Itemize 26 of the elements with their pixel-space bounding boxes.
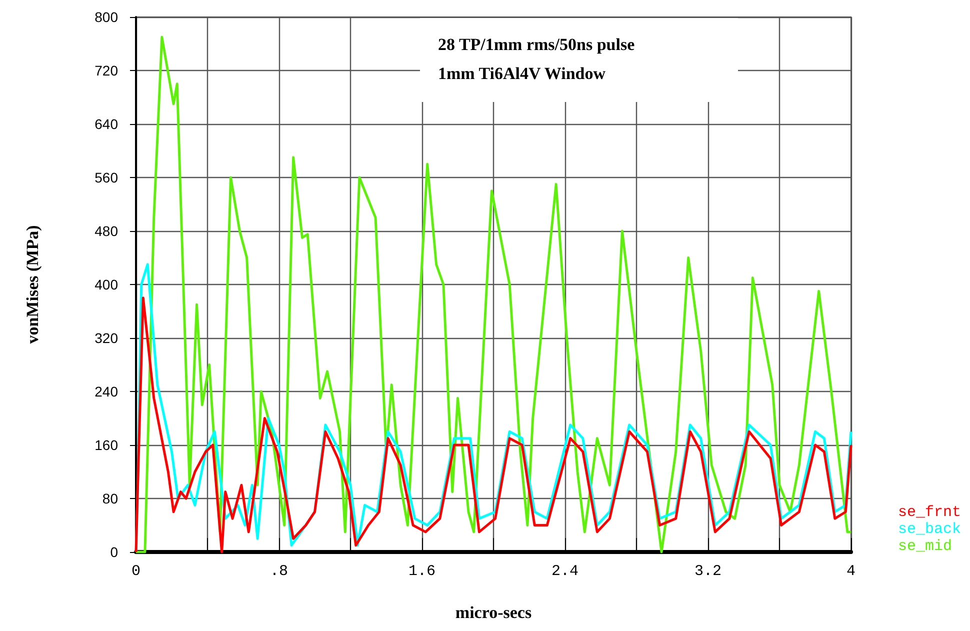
x-tick-label: 1.6 [408, 563, 436, 580]
x-tick-label: 2.4 [551, 563, 579, 580]
y-tick-label: 0 [110, 544, 118, 560]
x-axis-title: micro-secs [455, 603, 532, 622]
annotation: 28 TP/1mm rms/50ns pulse [438, 34, 636, 56]
y-tick-label: 640 [94, 116, 118, 132]
annotation: 1mm Ti6Al4V Window [438, 63, 607, 85]
text: se_mid [898, 538, 952, 555]
y-tick-label: 400 [94, 276, 118, 292]
y-tick-label: 80 [102, 490, 118, 506]
text: se_frnt [898, 504, 962, 521]
y-tick-label: 160 [94, 437, 118, 453]
x-tick-label: 0 [131, 563, 141, 580]
x-tick-label: .8 [270, 563, 288, 580]
x-tick-label: 4 [846, 563, 856, 580]
y-tick-label: 560 [94, 170, 118, 186]
y-axis-title: vonMises (MPa) [23, 225, 42, 344]
note-box: 28 TP/1mm rms/50ns pulse 1mm Ti6Al4V Window [420, 18, 738, 102]
line-series [134, 36, 852, 554]
y-tick-label: 240 [94, 384, 118, 400]
text: se_back [898, 521, 962, 538]
y-tick-label: 800 [94, 9, 118, 25]
y-tick-label: 480 [94, 223, 118, 239]
x-tick-label: 3.2 [694, 563, 722, 580]
y-tick-label: 320 [94, 330, 118, 346]
y-tick-label: 720 [94, 62, 118, 78]
